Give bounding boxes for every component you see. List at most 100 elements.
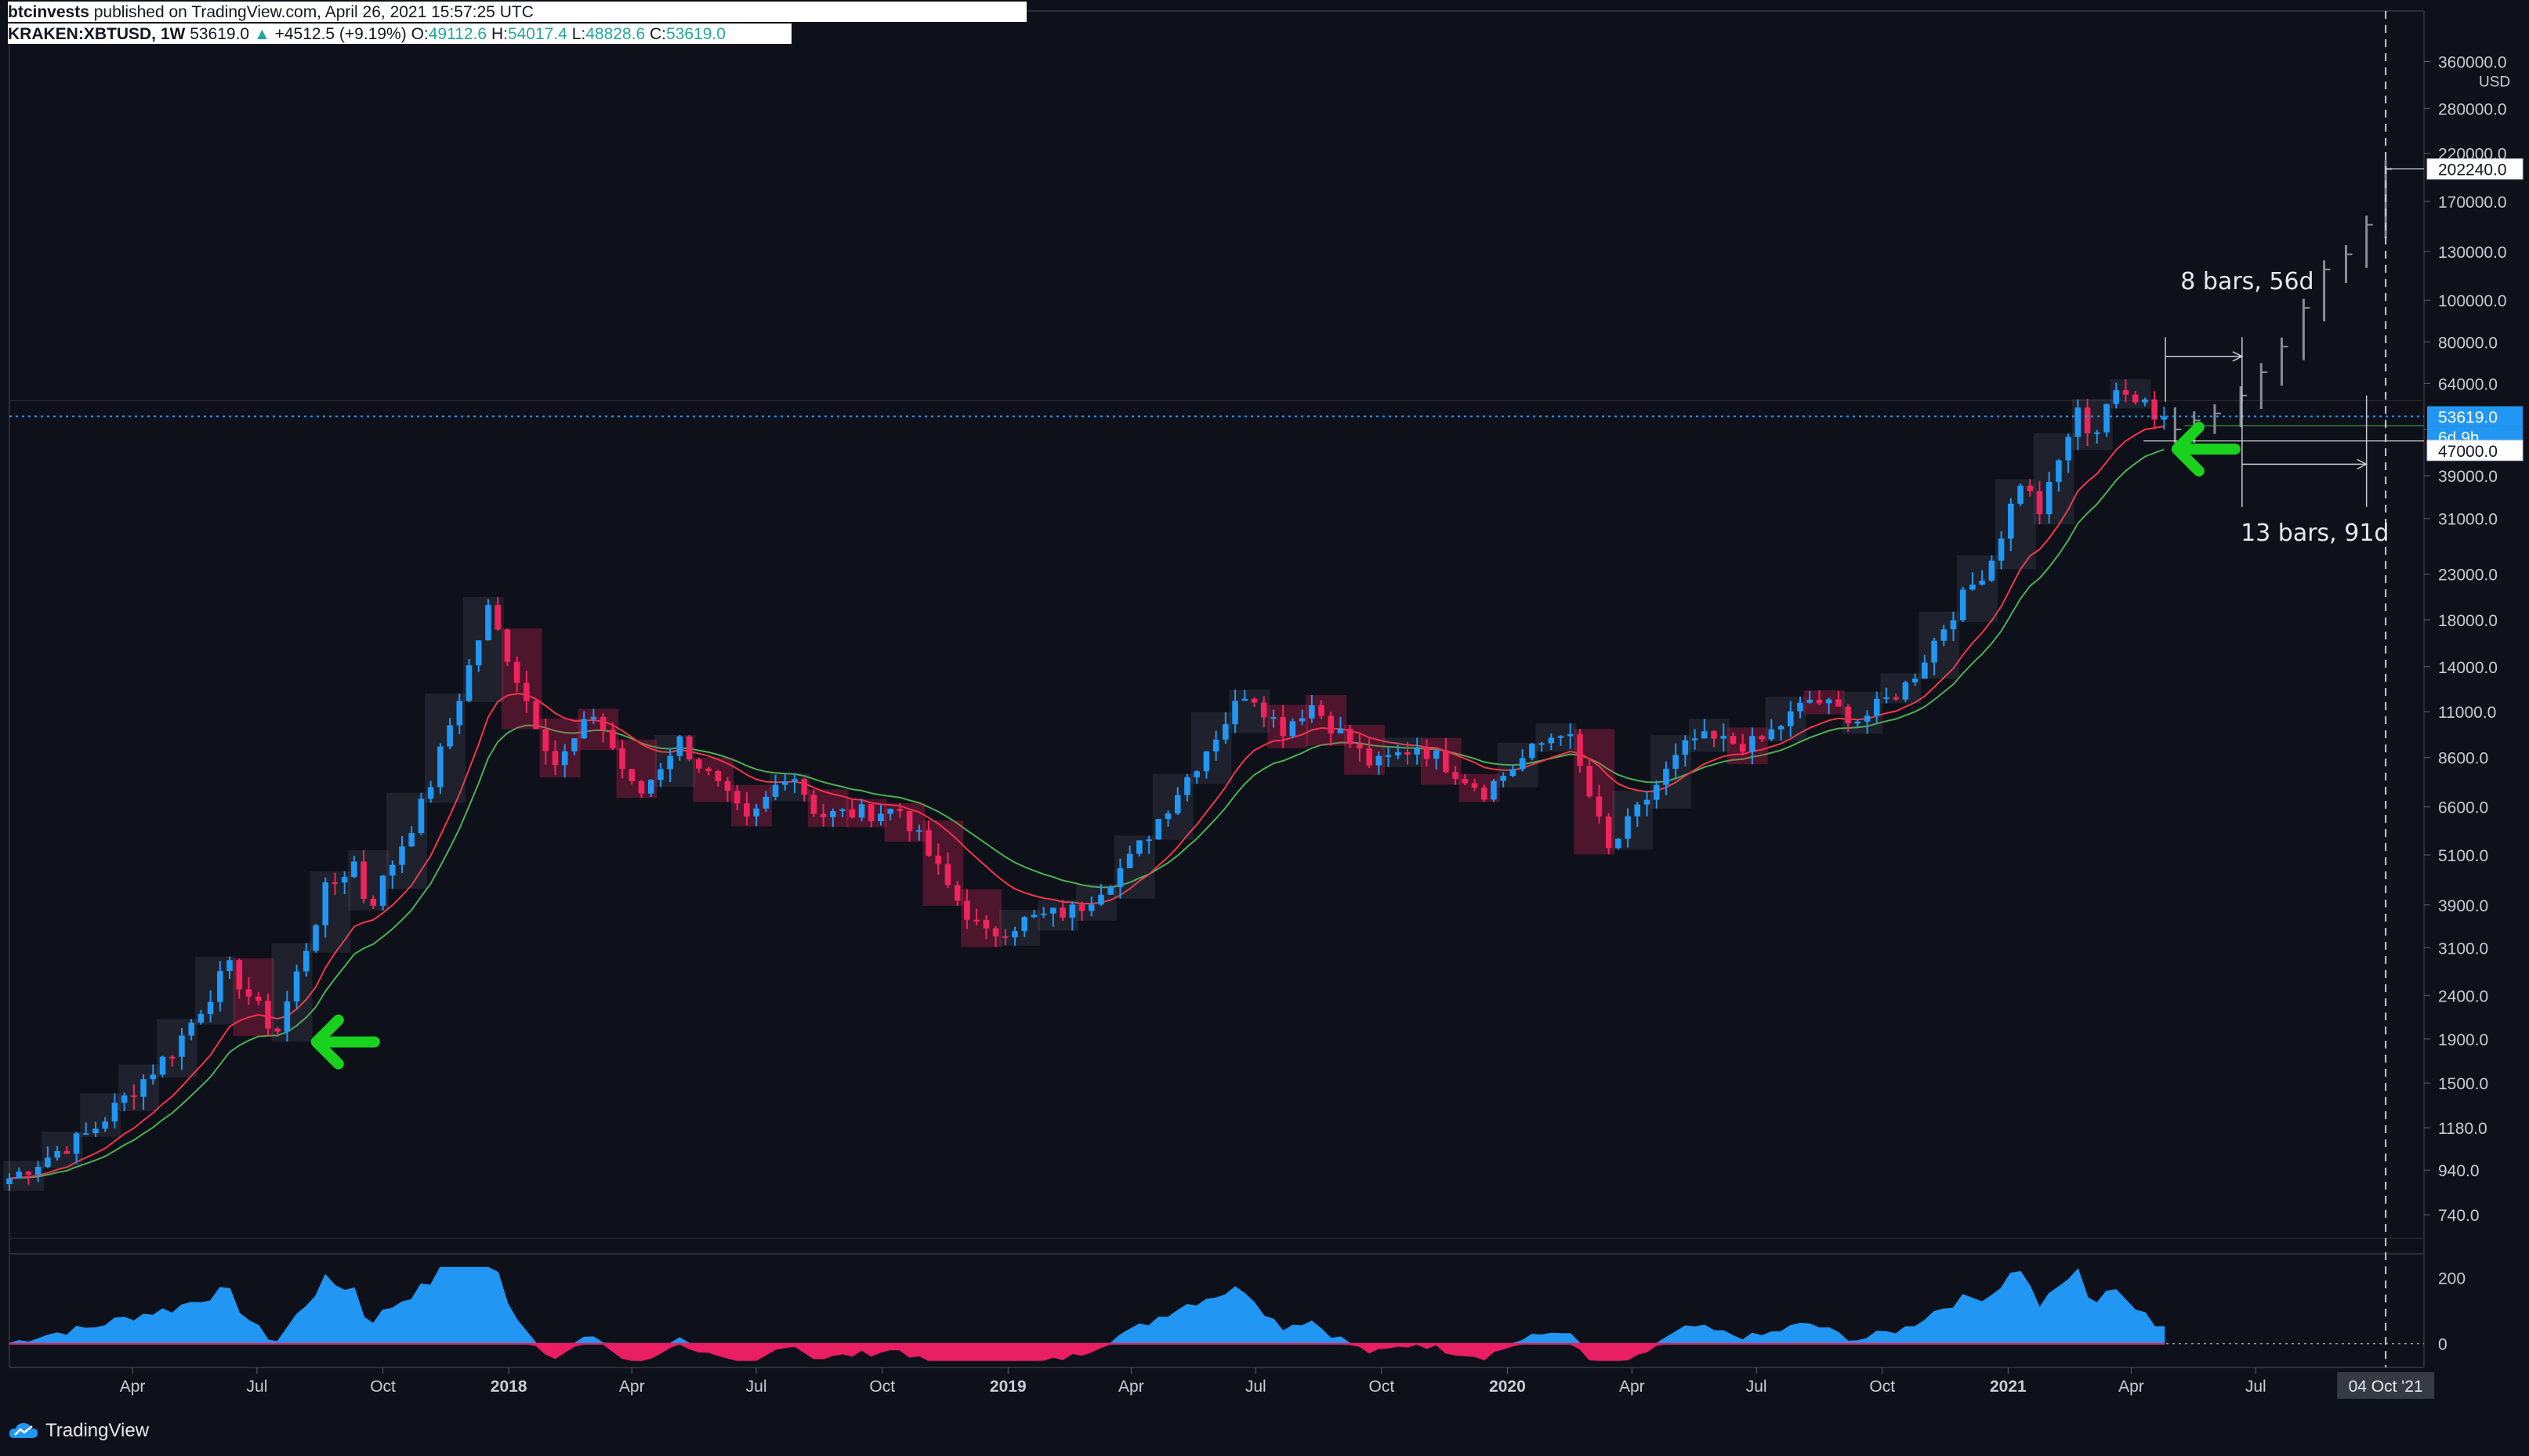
- candle: [1078, 904, 1085, 911]
- candle: [111, 1103, 118, 1122]
- candle: [2045, 481, 2053, 515]
- candle: [188, 1022, 194, 1036]
- candle: [245, 989, 252, 997]
- candle: [1509, 769, 1516, 777]
- candle: [1040, 913, 1047, 915]
- candle: [1280, 717, 1286, 737]
- y-tick-label: 3900.0: [2438, 897, 2488, 915]
- candle: [1663, 768, 1669, 785]
- candle: [1270, 717, 1277, 719]
- candle: [1155, 819, 1162, 840]
- candle: [1500, 776, 1506, 781]
- osc-tick-label: 200: [2438, 1269, 2466, 1288]
- change-arrow-icon: ▲: [253, 25, 270, 43]
- candle: [1711, 731, 1717, 739]
- candle: [1346, 729, 1353, 744]
- candle: [1107, 886, 1114, 895]
- x-tick-label: Oct: [869, 1378, 895, 1396]
- candle: [1098, 894, 1104, 905]
- candle: [1605, 816, 1612, 849]
- range-13-bars-arrow-icon: [2357, 458, 2368, 470]
- range-box: [1535, 723, 1577, 752]
- candle: [1739, 744, 1746, 752]
- candle: [197, 1013, 205, 1023]
- candle: [705, 768, 712, 771]
- ema-slow-line: [9, 448, 2165, 1179]
- candle: [1931, 640, 1937, 663]
- candle: [322, 882, 329, 925]
- candle: [1471, 783, 1478, 788]
- candle: [332, 882, 339, 884]
- candle: [485, 605, 491, 641]
- y-tick-label: 31000.0: [2438, 511, 2498, 529]
- range-8-bars-label: 8 bars, 56d: [2180, 268, 2313, 295]
- candle: [1069, 904, 1076, 918]
- candle: [1902, 682, 1909, 700]
- candle: [293, 971, 300, 1001]
- candle: [1480, 788, 1487, 800]
- candle: [887, 809, 893, 814]
- candle: [1165, 813, 1172, 820]
- candle: [571, 738, 578, 752]
- candle: [1969, 584, 1976, 590]
- ema-fast-line: [9, 426, 2165, 1179]
- candle: [226, 960, 233, 972]
- candle: [763, 796, 770, 809]
- x-tick-label: Jul: [746, 1378, 767, 1396]
- candle: [1749, 736, 1755, 752]
- candle: [1873, 698, 1880, 716]
- candle: [45, 1157, 51, 1167]
- range-box: [118, 1064, 159, 1111]
- candle: [1433, 750, 1440, 759]
- candle: [619, 748, 625, 770]
- candle: [590, 716, 597, 719]
- candle: [1299, 718, 1306, 722]
- candle: [1357, 744, 1363, 748]
- candle: [926, 830, 932, 857]
- candle: [1787, 711, 1794, 726]
- candle: [2074, 407, 2082, 437]
- candle: [1375, 755, 1382, 766]
- x-tick-label: 2018: [491, 1378, 527, 1396]
- candle: [1203, 751, 1210, 772]
- candle: [552, 751, 559, 766]
- y-tick-label: 5100.0: [2438, 847, 2488, 865]
- x-tick-label: Oct: [1869, 1378, 1895, 1396]
- candle: [983, 919, 990, 929]
- candle: [1988, 560, 1995, 581]
- date-tag: 04 Oct '21: [2349, 1378, 2423, 1396]
- tradingview-logo[interactable]: TradingView: [8, 1420, 149, 1442]
- candle: [801, 779, 807, 795]
- price-change: +4512.5 (+9.19%): [274, 25, 407, 43]
- candle: [792, 779, 798, 782]
- author-name[interactable]: btcinvests: [8, 3, 89, 21]
- level-price-tag: 47000.0: [2438, 443, 2498, 461]
- symbol-label[interactable]: KRAKEN:XBTUSD, 1W: [8, 25, 186, 43]
- date-tag-bg: [2337, 1372, 2435, 1399]
- candle: [102, 1121, 108, 1129]
- y-unit-label: USD: [2479, 74, 2510, 91]
- candle: [1777, 726, 1784, 730]
- candle: [255, 996, 262, 1001]
- candle: [2065, 436, 2071, 461]
- candle: [179, 1035, 185, 1057]
- candle: [1146, 839, 1152, 842]
- candle: [6, 1178, 13, 1185]
- candle: [2008, 503, 2014, 539]
- low-value: 48828.6: [585, 25, 646, 43]
- candle: [906, 810, 913, 831]
- candle: [1979, 580, 1985, 585]
- candle: [399, 846, 405, 865]
- candle: [2084, 407, 2091, 434]
- candle: [303, 951, 310, 972]
- candle: [724, 781, 731, 791]
- candle: [1835, 699, 1842, 707]
- candle: [361, 861, 367, 899]
- candle: [25, 1172, 32, 1175]
- x-tick-label: Jul: [247, 1378, 268, 1396]
- candle: [610, 730, 616, 748]
- candle: [772, 784, 779, 797]
- candle: [629, 769, 636, 781]
- candle: [2017, 485, 2024, 504]
